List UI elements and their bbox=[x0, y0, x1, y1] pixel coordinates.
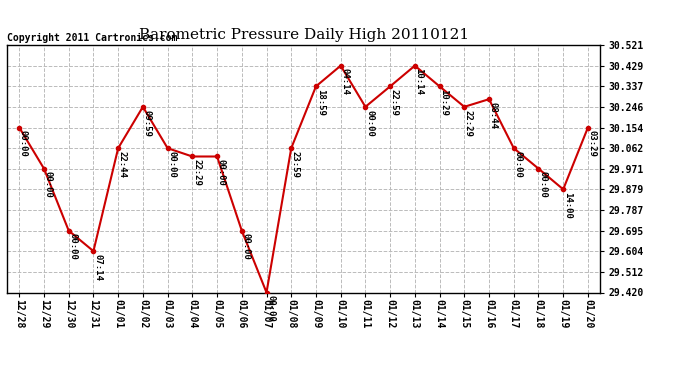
Text: 00:00: 00:00 bbox=[68, 234, 77, 260]
Text: 00:00: 00:00 bbox=[43, 171, 52, 198]
Text: 22:59: 22:59 bbox=[390, 89, 399, 116]
Text: 00:00: 00:00 bbox=[19, 130, 28, 157]
Text: 10:29: 10:29 bbox=[440, 89, 449, 116]
Text: 00:00: 00:00 bbox=[538, 171, 547, 198]
Text: 22:29: 22:29 bbox=[192, 159, 201, 186]
Text: 00:00: 00:00 bbox=[513, 151, 522, 178]
Text: 18:59: 18:59 bbox=[315, 89, 324, 116]
Text: 09:59: 09:59 bbox=[143, 110, 152, 136]
Text: 00:00: 00:00 bbox=[167, 151, 176, 178]
Text: 03:29: 03:29 bbox=[588, 130, 597, 157]
Text: 22:44: 22:44 bbox=[118, 151, 127, 178]
Text: Copyright 2011 Cartronics.com: Copyright 2011 Cartronics.com bbox=[7, 33, 177, 42]
Text: 14:00: 14:00 bbox=[563, 192, 572, 219]
Text: 10:14: 10:14 bbox=[415, 69, 424, 95]
Text: 00:00: 00:00 bbox=[365, 110, 374, 136]
Text: 07:14: 07:14 bbox=[93, 254, 102, 281]
Title: Barometric Pressure Daily High 20110121: Barometric Pressure Daily High 20110121 bbox=[139, 28, 469, 42]
Text: 00:00: 00:00 bbox=[217, 159, 226, 186]
Text: 22:29: 22:29 bbox=[464, 110, 473, 136]
Text: 00:00: 00:00 bbox=[241, 234, 250, 260]
Text: 00:00: 00:00 bbox=[266, 295, 275, 322]
Text: 04:14: 04:14 bbox=[340, 69, 349, 95]
Text: 23:59: 23:59 bbox=[291, 151, 300, 178]
Text: 08:44: 08:44 bbox=[489, 102, 497, 129]
